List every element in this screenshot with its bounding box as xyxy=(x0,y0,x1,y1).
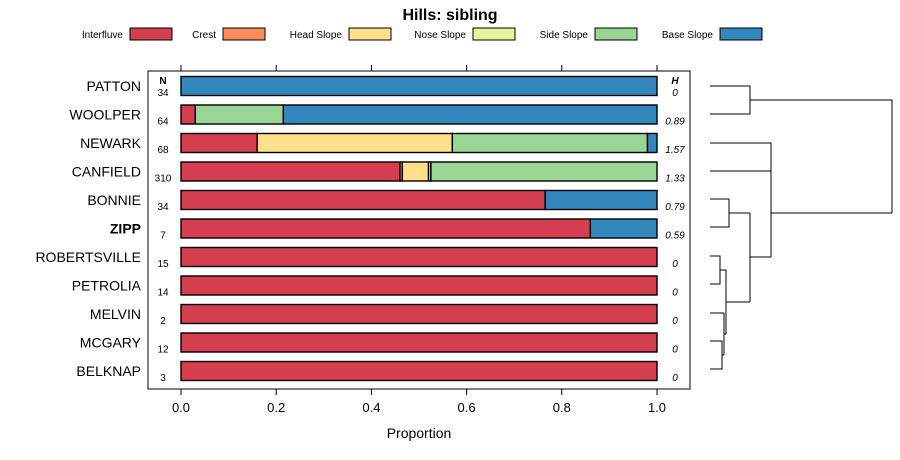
n-value-robertsville: 15 xyxy=(157,259,169,270)
legend-label-head-slope: Head Slope xyxy=(290,30,343,41)
bar-segment-zipp-base-slope xyxy=(589,218,658,239)
legend-label-base-slope: Base Slope xyxy=(662,30,714,41)
bar-segment-woolper-interfluve xyxy=(180,104,196,125)
legend-swatch-nose-slope xyxy=(472,27,516,41)
bar-segment-woolper-side-slope xyxy=(194,104,285,125)
legend-label-interfluve: Interfluve xyxy=(82,30,124,41)
row-label-bonnie: BONNIE xyxy=(87,192,141,208)
bar-segment-petrolia-interfluve xyxy=(180,275,658,296)
n-value-woolper: 64 xyxy=(157,117,169,128)
x-tick-label-2: 0.4 xyxy=(362,400,380,415)
dendrogram-branch-5 xyxy=(710,255,721,285)
chart-title: Hills: sibling xyxy=(402,7,497,24)
row-label-zipp: ZIPP xyxy=(110,221,141,237)
legend-swatch-side-slope xyxy=(594,27,638,41)
n-value-patton: 34 xyxy=(157,88,169,99)
h-value-patton: 0 xyxy=(672,88,678,99)
dendrogram-branch-1 xyxy=(750,99,893,213)
bar-segment-canfield-side-slope xyxy=(430,161,658,182)
row-label-melvin: MELVIN xyxy=(90,306,141,322)
dendrogram-branch-8 xyxy=(710,340,723,370)
plot-frame xyxy=(147,70,691,390)
h-value-mcgary: 0 xyxy=(672,345,678,356)
h-value-petrolia: 0 xyxy=(672,288,678,299)
h-values: 0 0.89 1.57 1.33 0.79 0.59 0 0 0 0 0 xyxy=(665,88,685,384)
legend-swatch-head-slope xyxy=(348,27,392,41)
dendrogram xyxy=(710,85,893,370)
legend-label-nose-slope: Nose Slope xyxy=(414,30,466,41)
bar-segment-belknap-interfluve xyxy=(180,360,658,382)
row-labels: PATTON WOOLPER NEWARK CANFIELD BONNIE ZIPP ROB… xyxy=(35,78,141,379)
n-value-petrolia: 14 xyxy=(157,288,169,299)
bars xyxy=(180,75,658,382)
n-value-melvin: 2 xyxy=(160,316,166,327)
bar-segment-mcgary-interfluve xyxy=(180,332,658,353)
h-value-robertsville: 0 xyxy=(672,259,678,270)
n-value-belknap: 3 xyxy=(160,373,166,384)
row-label-robertsville: ROBERTSVILLE xyxy=(35,249,141,265)
h-value-zipp: 0.59 xyxy=(665,231,685,242)
bar-segment-bonnie-interfluve xyxy=(180,189,546,211)
bar-segment-canfield-head-slope xyxy=(401,161,430,182)
h-value-melvin: 0 xyxy=(672,316,678,327)
dendrogram-branch-0 xyxy=(710,85,751,115)
bar-segment-newark-head-slope xyxy=(256,132,454,154)
row-label-newark: NEWARK xyxy=(80,135,142,151)
legend-label-side-slope: Side Slope xyxy=(540,30,589,41)
bar-segment-newark-base-slope xyxy=(646,132,658,154)
n-value-canfield: 310 xyxy=(155,174,172,185)
bar-segment-woolper-base-slope xyxy=(282,104,658,125)
h-value-belknap: 0 xyxy=(672,373,678,384)
legend-swatch-interfluve xyxy=(129,27,173,41)
row-label-belknap: BELKNAP xyxy=(76,363,141,379)
row-label-canfield: CANFIELD xyxy=(72,164,141,180)
h-value-bonnie: 0.79 xyxy=(665,202,685,213)
bar-segment-zipp-interfluve xyxy=(180,218,592,239)
legend: Interfluve Crest Head Slope Nose Slope Side … xyxy=(82,27,763,41)
x-tick-label-4: 0.8 xyxy=(553,400,571,415)
n-values: 34 64 68 310 34 7 15 14 2 12 3 xyxy=(155,88,172,384)
dendrogram-branch-2 xyxy=(710,142,772,172)
n-value-newark: 68 xyxy=(157,145,169,156)
row-label-mcgary: MCGARY xyxy=(80,335,142,351)
row-label-patton: PATTON xyxy=(87,78,141,94)
n-value-mcgary: 12 xyxy=(157,345,169,356)
legend-swatch-base-slope xyxy=(719,27,763,41)
x-axis-label: Proportion xyxy=(387,425,452,441)
bar-segment-patton-base-slope xyxy=(180,75,658,97)
h-value-newark: 1.57 xyxy=(665,145,685,156)
x-tick-label-3: 0.6 xyxy=(458,400,476,415)
h-value-canfield: 1.33 xyxy=(665,174,685,185)
bar-segment-robertsville-interfluve xyxy=(180,246,658,268)
bar-segment-bonnie-base-slope xyxy=(544,189,658,211)
bar-segment-melvin-interfluve xyxy=(180,303,658,325)
n-value-bonnie: 34 xyxy=(157,202,169,213)
x-tick-label-5: 1.0 xyxy=(648,400,666,415)
x-tick-label-0: 0.0 xyxy=(172,400,190,415)
legend-label-crest: Crest xyxy=(192,30,216,41)
legend-swatch-crest xyxy=(222,27,266,41)
row-label-woolper: WOOLPER xyxy=(69,107,141,123)
bar-segment-newark-side-slope xyxy=(451,132,649,154)
h-header: H xyxy=(671,76,679,87)
bar-segment-canfield-interfluve xyxy=(180,161,401,182)
n-value-zipp: 7 xyxy=(160,231,166,242)
bar-segment-newark-interfluve xyxy=(180,132,258,154)
h-value-woolper: 0.89 xyxy=(665,117,685,128)
n-header: N xyxy=(159,76,166,87)
row-label-petrolia: PETROLIA xyxy=(72,278,142,294)
dendrogram-branch-3 xyxy=(710,198,730,228)
x-tick-label-1: 0.2 xyxy=(267,400,285,415)
x-axis: 0.0 0.2 0.4 0.6 0.8 1.0 xyxy=(172,65,666,415)
